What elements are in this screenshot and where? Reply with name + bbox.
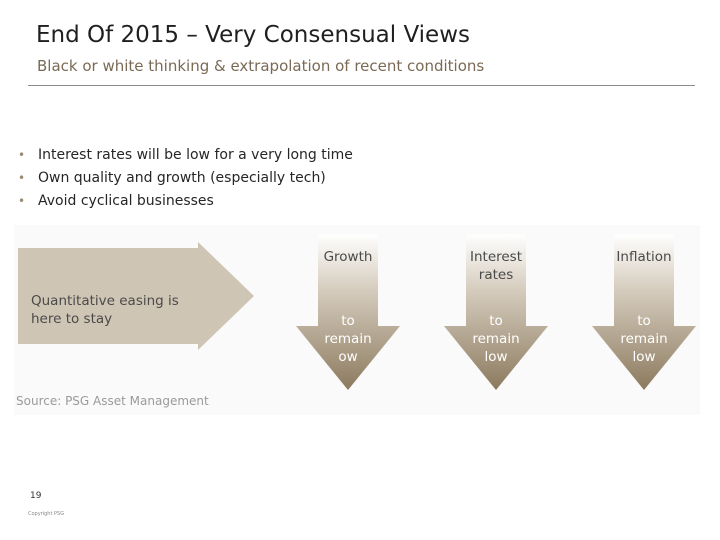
bullet-list: • Interest rates will be low for a very l… bbox=[18, 146, 353, 215]
arrow-bottom-line: to bbox=[489, 313, 503, 329]
big-arrow-line: Quantitative easing is bbox=[31, 293, 179, 309]
arrow-bottom-line: remain bbox=[620, 331, 668, 347]
arrow-bottom-line: low bbox=[484, 349, 508, 365]
big-arrow-line: here to stay bbox=[31, 311, 113, 327]
arrow-top-line: Growth bbox=[323, 249, 373, 265]
arrow-bottom-line: remain bbox=[472, 331, 520, 347]
arrow-bottom-line: low bbox=[632, 349, 656, 365]
arrow-bottom-line: to bbox=[637, 313, 651, 329]
bullet-dot-icon: • bbox=[18, 171, 26, 185]
inflation-arrow bbox=[592, 234, 696, 390]
growth-arrow-top-label: Growth bbox=[308, 248, 388, 266]
big-arrow-label: Quantitative easing is here to stay bbox=[31, 292, 179, 328]
growth-arrow bbox=[296, 234, 400, 390]
slide-title: End Of 2015 – Very Consensual Views bbox=[36, 22, 471, 48]
bullet-item: • Avoid cyclical businesses bbox=[18, 192, 353, 215]
bullet-dot-icon: • bbox=[18, 194, 26, 208]
consensus-figure: Quantitative easing is here to stay Grow… bbox=[0, 222, 720, 422]
inflation-arrow-bottom-label: to remain low bbox=[604, 312, 684, 366]
bullet-item: • Own quality and growth (especially tech… bbox=[18, 169, 353, 192]
quantitative-easing-arrow bbox=[18, 242, 254, 350]
inflation-arrow-top-label: Inflation bbox=[604, 248, 684, 266]
arrow-top-line: Interest bbox=[469, 249, 523, 265]
bullet-text: Avoid cyclical businesses bbox=[38, 193, 214, 209]
slide-subtitle: Black or white thinking & extrapolation … bbox=[37, 57, 485, 75]
title-divider bbox=[28, 85, 695, 86]
arrow-top-line: rates bbox=[478, 267, 514, 283]
arrow-bottom-line: remain bbox=[324, 331, 372, 347]
figure-graphics bbox=[14, 225, 700, 415]
interest-rates-arrow bbox=[444, 234, 548, 390]
page-number: 19 bbox=[30, 491, 42, 501]
arrow-bottom-line: to bbox=[341, 313, 355, 329]
arrow-top-line: Inflation bbox=[616, 249, 672, 265]
growth-arrow-bottom-label: to remain ow bbox=[308, 312, 388, 366]
bullet-item: • Interest rates will be low for a very l… bbox=[18, 146, 353, 169]
copyright-notice: Copyright PSG bbox=[28, 511, 65, 517]
arrow-bottom-line: ow bbox=[338, 349, 358, 365]
interest-rates-arrow-bottom-label: to remain low bbox=[456, 312, 536, 366]
interest-rates-arrow-top-label: Interest rates bbox=[456, 248, 536, 284]
bullet-text: Interest rates will be low for a very lo… bbox=[38, 147, 353, 163]
bullet-dot-icon: • bbox=[18, 148, 26, 162]
bullet-text: Own quality and growth (especially tech) bbox=[38, 170, 326, 186]
figure-source: Source: PSG Asset Management bbox=[16, 394, 209, 408]
